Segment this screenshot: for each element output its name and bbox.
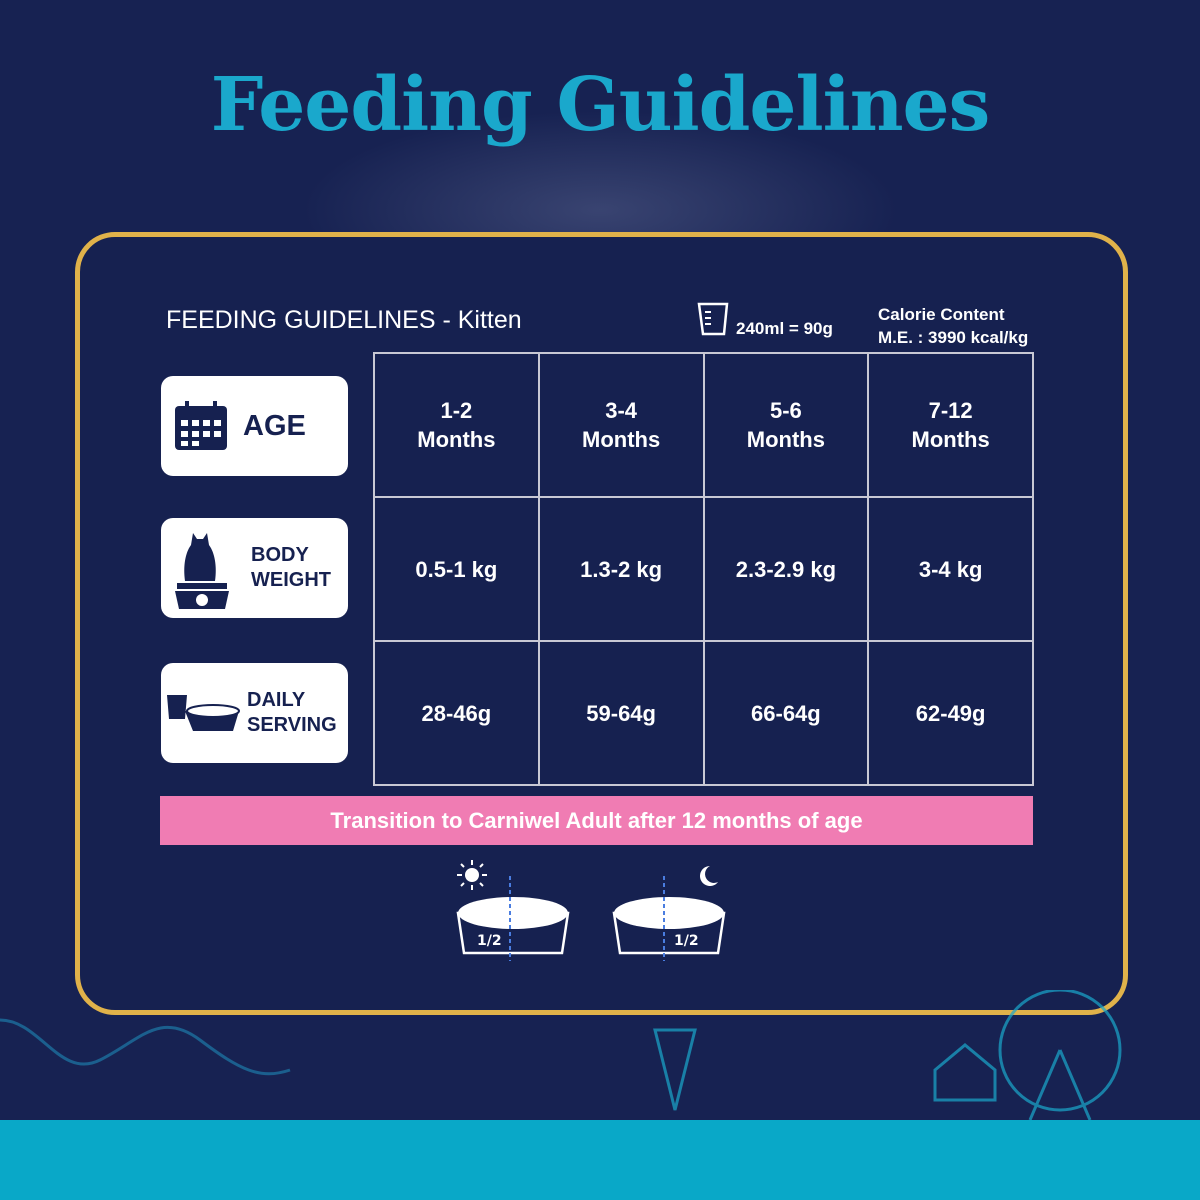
serving-cell: 59-64g [537,640,705,786]
weight-cell: 1.3-2 kg [537,496,705,642]
morning-bowl-icon: 1/2 [456,860,570,961]
card-subtitle: FEEDING GUIDELINES - Kitten [166,306,522,334]
body-weight-label-box: BODY WEIGHT [161,518,348,618]
weight-cell: 3-4 kg [867,496,1034,642]
age-cell: 3-4 Months [537,352,705,498]
age-label: AGE [243,409,306,442]
amusement-park-decoration [0,990,1122,1120]
daily-serving-label: DAILY SERVING [247,688,337,738]
cat-on-scale-icon [175,533,229,609]
calorie-label: Calorie Content [878,305,1005,324]
calorie-value: M.E. : 3990 kcal/kg [878,328,1029,347]
morning-portion: 1/2 [477,933,502,949]
daily-serving-label-line2: SERVING [247,714,337,736]
evening-bowl-icon: 1/2 [612,866,726,961]
bottom-strip [0,1120,1200,1200]
body-weight-label-line2: WEIGHT [251,569,331,591]
body-weight-label-line1: BODY [251,544,309,566]
transition-banner: Transition to Carniwel Adult after 12 mo… [160,796,1033,845]
weight-cell: 0.5-1 kg [373,496,540,642]
serving-cell: 62-49g [867,640,1034,786]
feeding-table: 1-2 Months 3-4 Months 5-6 Months 7-12 Months… [373,352,1034,786]
weight-cell: 2.3-2.9 kg [702,496,870,642]
daily-serving-label-line1: DAILY [247,689,306,711]
weight-row: 0.5-1 kg 1.3-2 kg 2.3-2.9 kg 3-4 kg [373,496,1034,642]
age-cell: 1-2 Months [373,352,540,498]
age-row: 1-2 Months 3-4 Months 5-6 Months 7-12 Months [373,352,1034,498]
age-label-box: AGE [161,376,348,476]
measuring-cup-icon [697,302,729,336]
calorie-content: Calorie Content M.E. : 3990 kcal/kg [878,303,1028,349]
body-weight-label: BODY WEIGHT [251,543,331,593]
moon-icon [700,866,718,886]
age-cell: 5-6 Months [702,352,870,498]
daily-serving-label-box: DAILY SERVING [161,663,348,763]
calendar-icon [175,401,227,450]
measure-ratio: 240ml = 90g [736,319,833,338]
sun-icon [457,860,487,890]
age-cell: 7-12 Months [867,352,1034,498]
page-title: Feeding Guidelines [210,62,991,148]
serving-cell: 28-46g [373,640,540,786]
evening-portion: 1/2 [674,933,699,949]
cup-and-bowl-icon [167,695,240,731]
serving-cell: 66-64g [702,640,870,786]
serving-row: 28-46g 59-64g 66-64g 62-49g [373,640,1034,786]
